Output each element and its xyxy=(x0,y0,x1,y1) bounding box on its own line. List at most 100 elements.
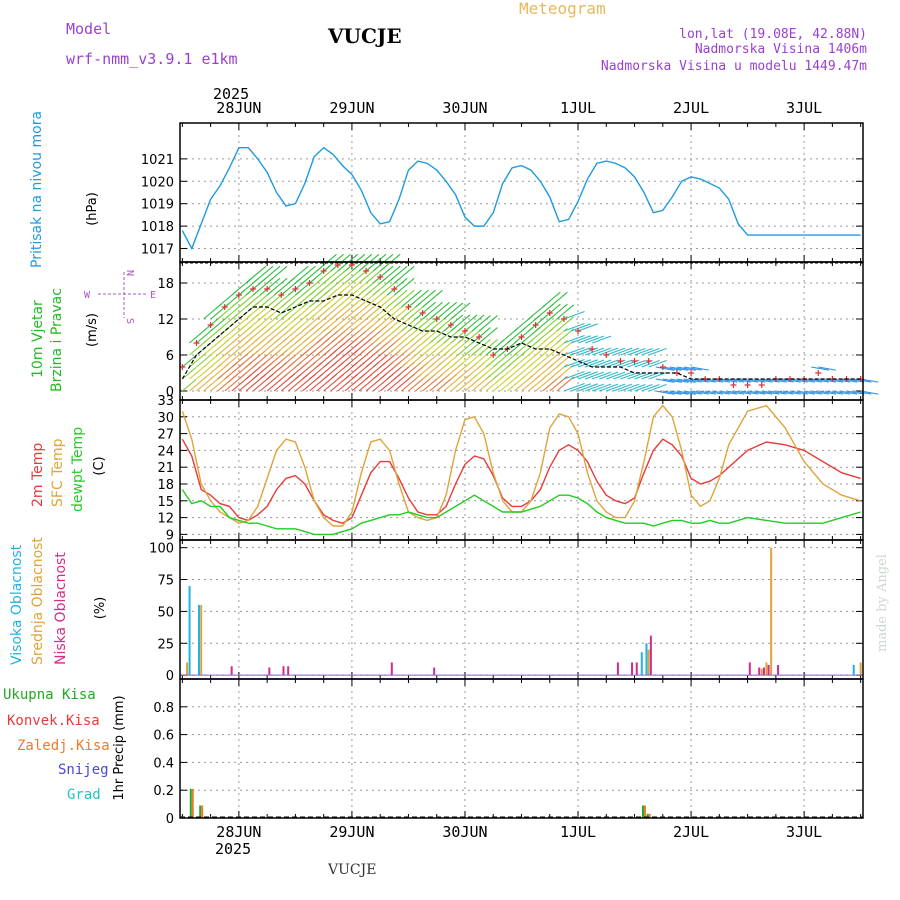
station-title: VUCJE xyxy=(327,24,402,48)
cloud-bar xyxy=(635,662,638,676)
wind-barb xyxy=(683,378,702,383)
wind-barb xyxy=(189,376,207,392)
wind-gust-mark xyxy=(377,274,384,280)
model-elevation-label: Nadmorska Visina u modelu 1449.47m xyxy=(601,59,867,74)
wind-barb xyxy=(789,390,808,395)
cloud-ytick-label: 100 xyxy=(149,542,174,557)
cloud-panel: 0 25 50 75 100 xyxy=(149,539,864,684)
wind-barb xyxy=(478,315,498,332)
wind-barb xyxy=(620,347,640,356)
wind-barb xyxy=(189,328,207,344)
wind-barb xyxy=(825,390,844,395)
wind-barb xyxy=(189,352,207,368)
cloud-bar xyxy=(197,605,200,676)
wind-barb xyxy=(698,390,716,395)
wind-barb xyxy=(259,265,281,284)
wind-barb xyxy=(775,390,794,395)
wind-barb xyxy=(740,390,759,395)
wind-barb xyxy=(542,291,561,308)
wind-barb xyxy=(563,370,585,380)
wind-barb xyxy=(832,390,851,395)
wind-barb xyxy=(676,390,696,395)
wind-barb xyxy=(641,359,660,368)
temperature-ytick-label: 24 xyxy=(157,444,174,459)
wind-barb xyxy=(591,335,612,344)
wind-barb xyxy=(669,366,689,371)
wind-barb xyxy=(457,314,478,332)
wind-barb xyxy=(761,390,780,395)
wind-barb xyxy=(464,314,485,332)
precip-conv-bar xyxy=(643,805,646,818)
wind-barb xyxy=(443,302,464,320)
wind-gust-mark xyxy=(264,286,271,292)
wind-barb xyxy=(266,277,288,296)
wind-gust-mark xyxy=(815,370,822,376)
freezing-precip-label: Zaledj.Kisa xyxy=(17,738,110,754)
compass-s: S xyxy=(124,318,135,324)
cloud-bar xyxy=(748,662,751,676)
pressure-ytick-label: 1021 xyxy=(141,153,174,168)
precip-conv-bar xyxy=(191,788,194,818)
mid-cloud-label: Srednja Oblacnost xyxy=(30,537,46,665)
model-name: wrf-nmm_v3.9.1 e1km xyxy=(66,50,238,68)
wind-gust-mark xyxy=(518,334,525,340)
wind-barb xyxy=(591,359,612,368)
pressure-ytick-label: 1018 xyxy=(141,220,174,235)
wind-barb xyxy=(556,316,575,332)
precip-ytick-label: 0 xyxy=(166,812,174,827)
wind-barb xyxy=(189,364,207,380)
lonlat-label: lon,lat (19.08E, 42.88N) xyxy=(679,27,867,42)
wind-gust-mark xyxy=(645,358,652,364)
wind-barb xyxy=(818,390,837,395)
cloud-bar xyxy=(200,605,203,676)
wind-barb xyxy=(570,347,591,356)
wind-barb xyxy=(683,366,702,371)
cloud-bar xyxy=(640,652,643,676)
wind-gust-mark xyxy=(235,292,242,298)
wind-unit: (m/s) xyxy=(85,313,100,347)
compass-w: W xyxy=(84,290,91,301)
wind-barb xyxy=(726,378,745,383)
pressure-ytick-label: 1017 xyxy=(141,243,174,258)
precip-conv-bar xyxy=(201,805,204,818)
compass-e: E xyxy=(150,290,156,301)
cloud-bar xyxy=(282,666,285,676)
wind-barb xyxy=(393,277,415,296)
cloud-bar xyxy=(765,662,768,676)
wind-gust-mark xyxy=(589,346,596,352)
snow-label: Snijeg xyxy=(58,762,109,778)
low-cloud-label: Niska Oblacnost xyxy=(53,552,69,665)
wind-barb xyxy=(252,265,274,284)
wind-barb xyxy=(796,390,815,395)
wind-barb xyxy=(804,390,822,395)
wind-barb xyxy=(662,390,682,395)
wind-gust-mark xyxy=(292,286,299,292)
wind-barb xyxy=(719,390,738,395)
top-day-label: 3JUL xyxy=(786,99,822,117)
wind-barb xyxy=(690,378,709,383)
wind-barb xyxy=(556,304,575,320)
wind-barb xyxy=(818,366,837,371)
temp-unit: (C) xyxy=(92,456,107,475)
cloud-bar xyxy=(859,662,862,676)
wind-barb xyxy=(182,355,197,368)
wind-barb xyxy=(401,289,422,308)
wind-barb xyxy=(591,383,612,392)
temperature-ytick-label: 15 xyxy=(157,495,174,510)
wind-barb xyxy=(634,383,653,392)
wind-barb xyxy=(747,390,766,395)
wind-gust-mark xyxy=(193,340,200,346)
wind-barb xyxy=(443,314,464,332)
wind-gust-mark xyxy=(631,358,638,364)
wind-barb xyxy=(372,265,394,284)
wind-barb xyxy=(196,328,214,344)
wind-gust-mark xyxy=(532,322,539,328)
wind-gust-mark xyxy=(419,310,426,316)
cloud-bar xyxy=(433,667,436,676)
wind-barb xyxy=(846,390,865,395)
precip-frame xyxy=(179,678,864,819)
bottom-day-label: 2JUL xyxy=(673,823,709,841)
wind-barb xyxy=(726,390,745,395)
